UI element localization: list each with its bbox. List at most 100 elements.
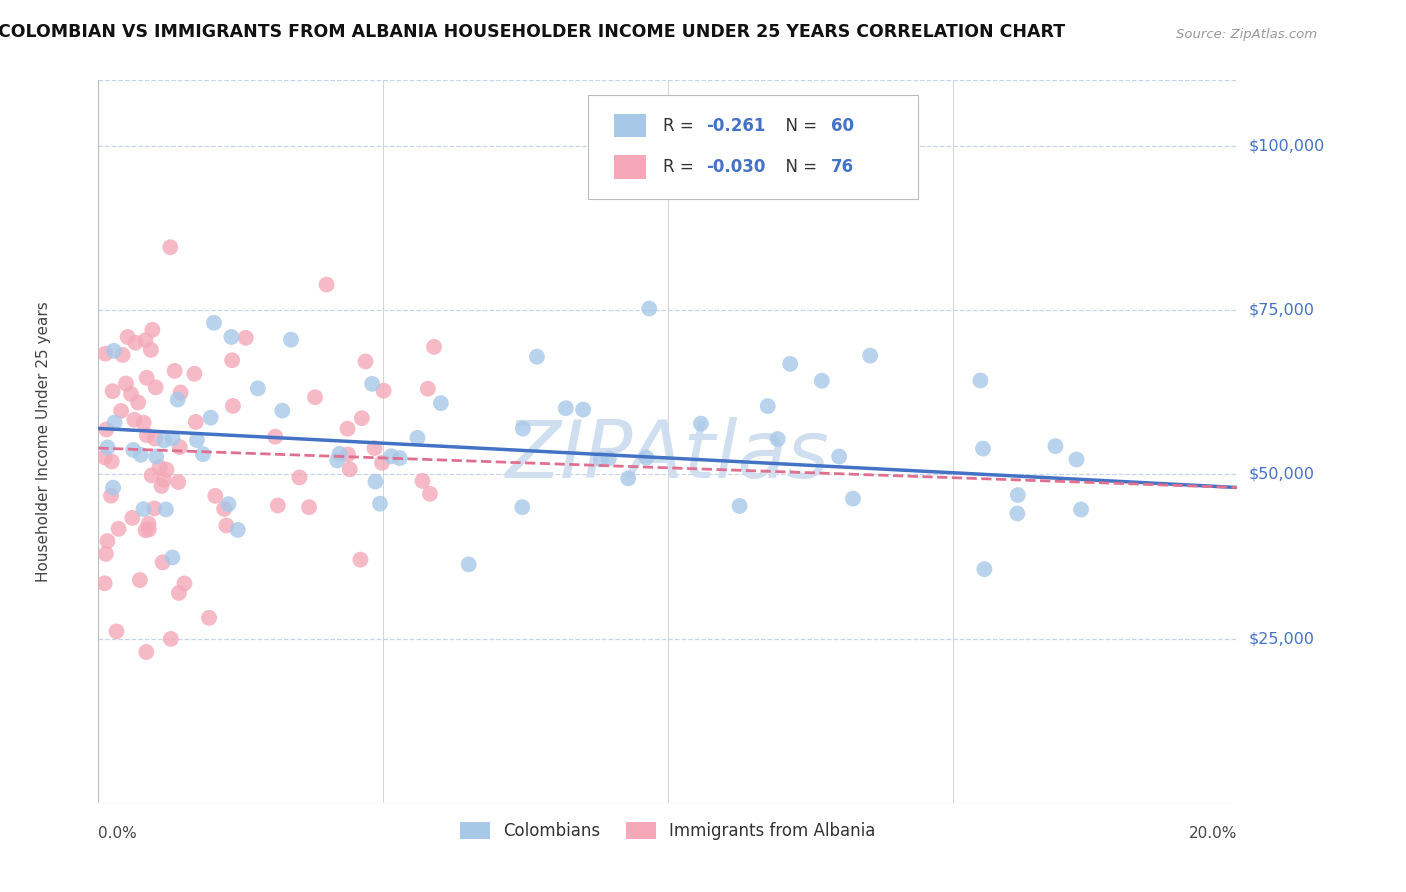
Point (94, 346, 117, 360)
Text: Source: ZipAtlas.com: Source: ZipAtlas.com (1175, 28, 1317, 40)
Point (271, 403, 294, 417)
Point (124, 413, 146, 427)
Point (204, 489, 226, 503)
Text: $75,000: $75,000 (1249, 302, 1315, 318)
Point (756, 399, 779, 413)
Point (617, 471, 640, 485)
Point (326, 453, 349, 467)
Point (315, 277, 337, 292)
Point (349, 552, 371, 566)
Point (416, 382, 439, 396)
Point (155, 502, 177, 516)
Point (124, 335, 146, 350)
Point (810, 374, 832, 388)
Text: -0.030: -0.030 (707, 158, 766, 176)
Point (288, 470, 311, 484)
Point (96, 422, 118, 436)
Point (152, 555, 174, 569)
Point (94, 547, 117, 561)
Point (159, 240, 181, 254)
Text: COLOMBIAN VS IMMIGRANTS FROM ALBANIA HOUSEHOLDER INCOME UNDER 25 YEARS CORRELATI: COLOMBIAN VS IMMIGRANTS FROM ALBANIA HOU… (0, 22, 1064, 40)
Point (141, 323, 163, 337)
Point (202, 316, 225, 330)
Point (132, 416, 155, 430)
Point (105, 624, 128, 639)
Point (298, 500, 321, 515)
Legend: Colombians, Immigrants from Albania: Colombians, Immigrants from Albania (454, 815, 882, 847)
Point (336, 422, 359, 436)
Point (1066, 452, 1088, 467)
Point (150, 479, 173, 493)
Text: Householder Income Under 25 years: Householder Income Under 25 years (37, 301, 51, 582)
Point (526, 350, 548, 364)
FancyBboxPatch shape (614, 155, 647, 178)
Point (364, 475, 387, 489)
Point (120, 387, 142, 401)
Point (122, 442, 145, 457)
Point (111, 348, 134, 362)
Point (100, 454, 122, 468)
Point (328, 447, 350, 461)
Point (121, 511, 143, 525)
Point (221, 330, 243, 344)
Text: -0.261: -0.261 (707, 117, 766, 135)
Point (361, 376, 384, 391)
Point (842, 491, 865, 506)
Point (200, 410, 222, 425)
Point (554, 401, 576, 416)
Point (96, 441, 118, 455)
Point (128, 573, 150, 587)
Point (101, 481, 124, 495)
Point (169, 385, 191, 400)
Text: N =: N = (775, 158, 823, 176)
Point (143, 501, 166, 516)
Point (217, 497, 239, 511)
Point (280, 333, 302, 347)
Point (638, 301, 661, 316)
Text: N =: N = (775, 117, 823, 135)
Point (212, 502, 235, 516)
FancyBboxPatch shape (614, 114, 647, 137)
Point (135, 645, 157, 659)
Point (267, 499, 290, 513)
Point (423, 340, 446, 354)
Point (1007, 507, 1029, 521)
Point (138, 523, 160, 537)
Point (184, 415, 207, 429)
Point (167, 586, 190, 600)
Point (148, 460, 170, 475)
Point (430, 396, 453, 410)
Point (93, 576, 115, 591)
Point (159, 632, 181, 646)
Point (779, 357, 801, 371)
Point (135, 428, 157, 442)
Point (155, 463, 177, 477)
Point (167, 475, 190, 489)
Text: 20.0%: 20.0% (1189, 826, 1237, 841)
Point (101, 384, 124, 399)
Point (354, 354, 377, 368)
Point (107, 522, 129, 536)
Point (598, 451, 620, 466)
Point (163, 364, 186, 378)
Point (139, 343, 162, 357)
Point (235, 331, 257, 345)
Point (572, 402, 595, 417)
Point (512, 422, 534, 436)
Point (221, 353, 243, 368)
Point (972, 442, 994, 456)
Point (636, 450, 658, 465)
Point (166, 392, 188, 407)
Text: 0.0%: 0.0% (98, 826, 138, 841)
Point (183, 367, 205, 381)
Point (186, 433, 208, 447)
Point (162, 432, 184, 446)
Point (110, 404, 132, 418)
Point (406, 431, 429, 445)
Point (828, 450, 851, 464)
Point (728, 499, 751, 513)
Point (103, 416, 125, 430)
Point (969, 374, 991, 388)
Point (169, 440, 191, 454)
Point (973, 562, 995, 576)
